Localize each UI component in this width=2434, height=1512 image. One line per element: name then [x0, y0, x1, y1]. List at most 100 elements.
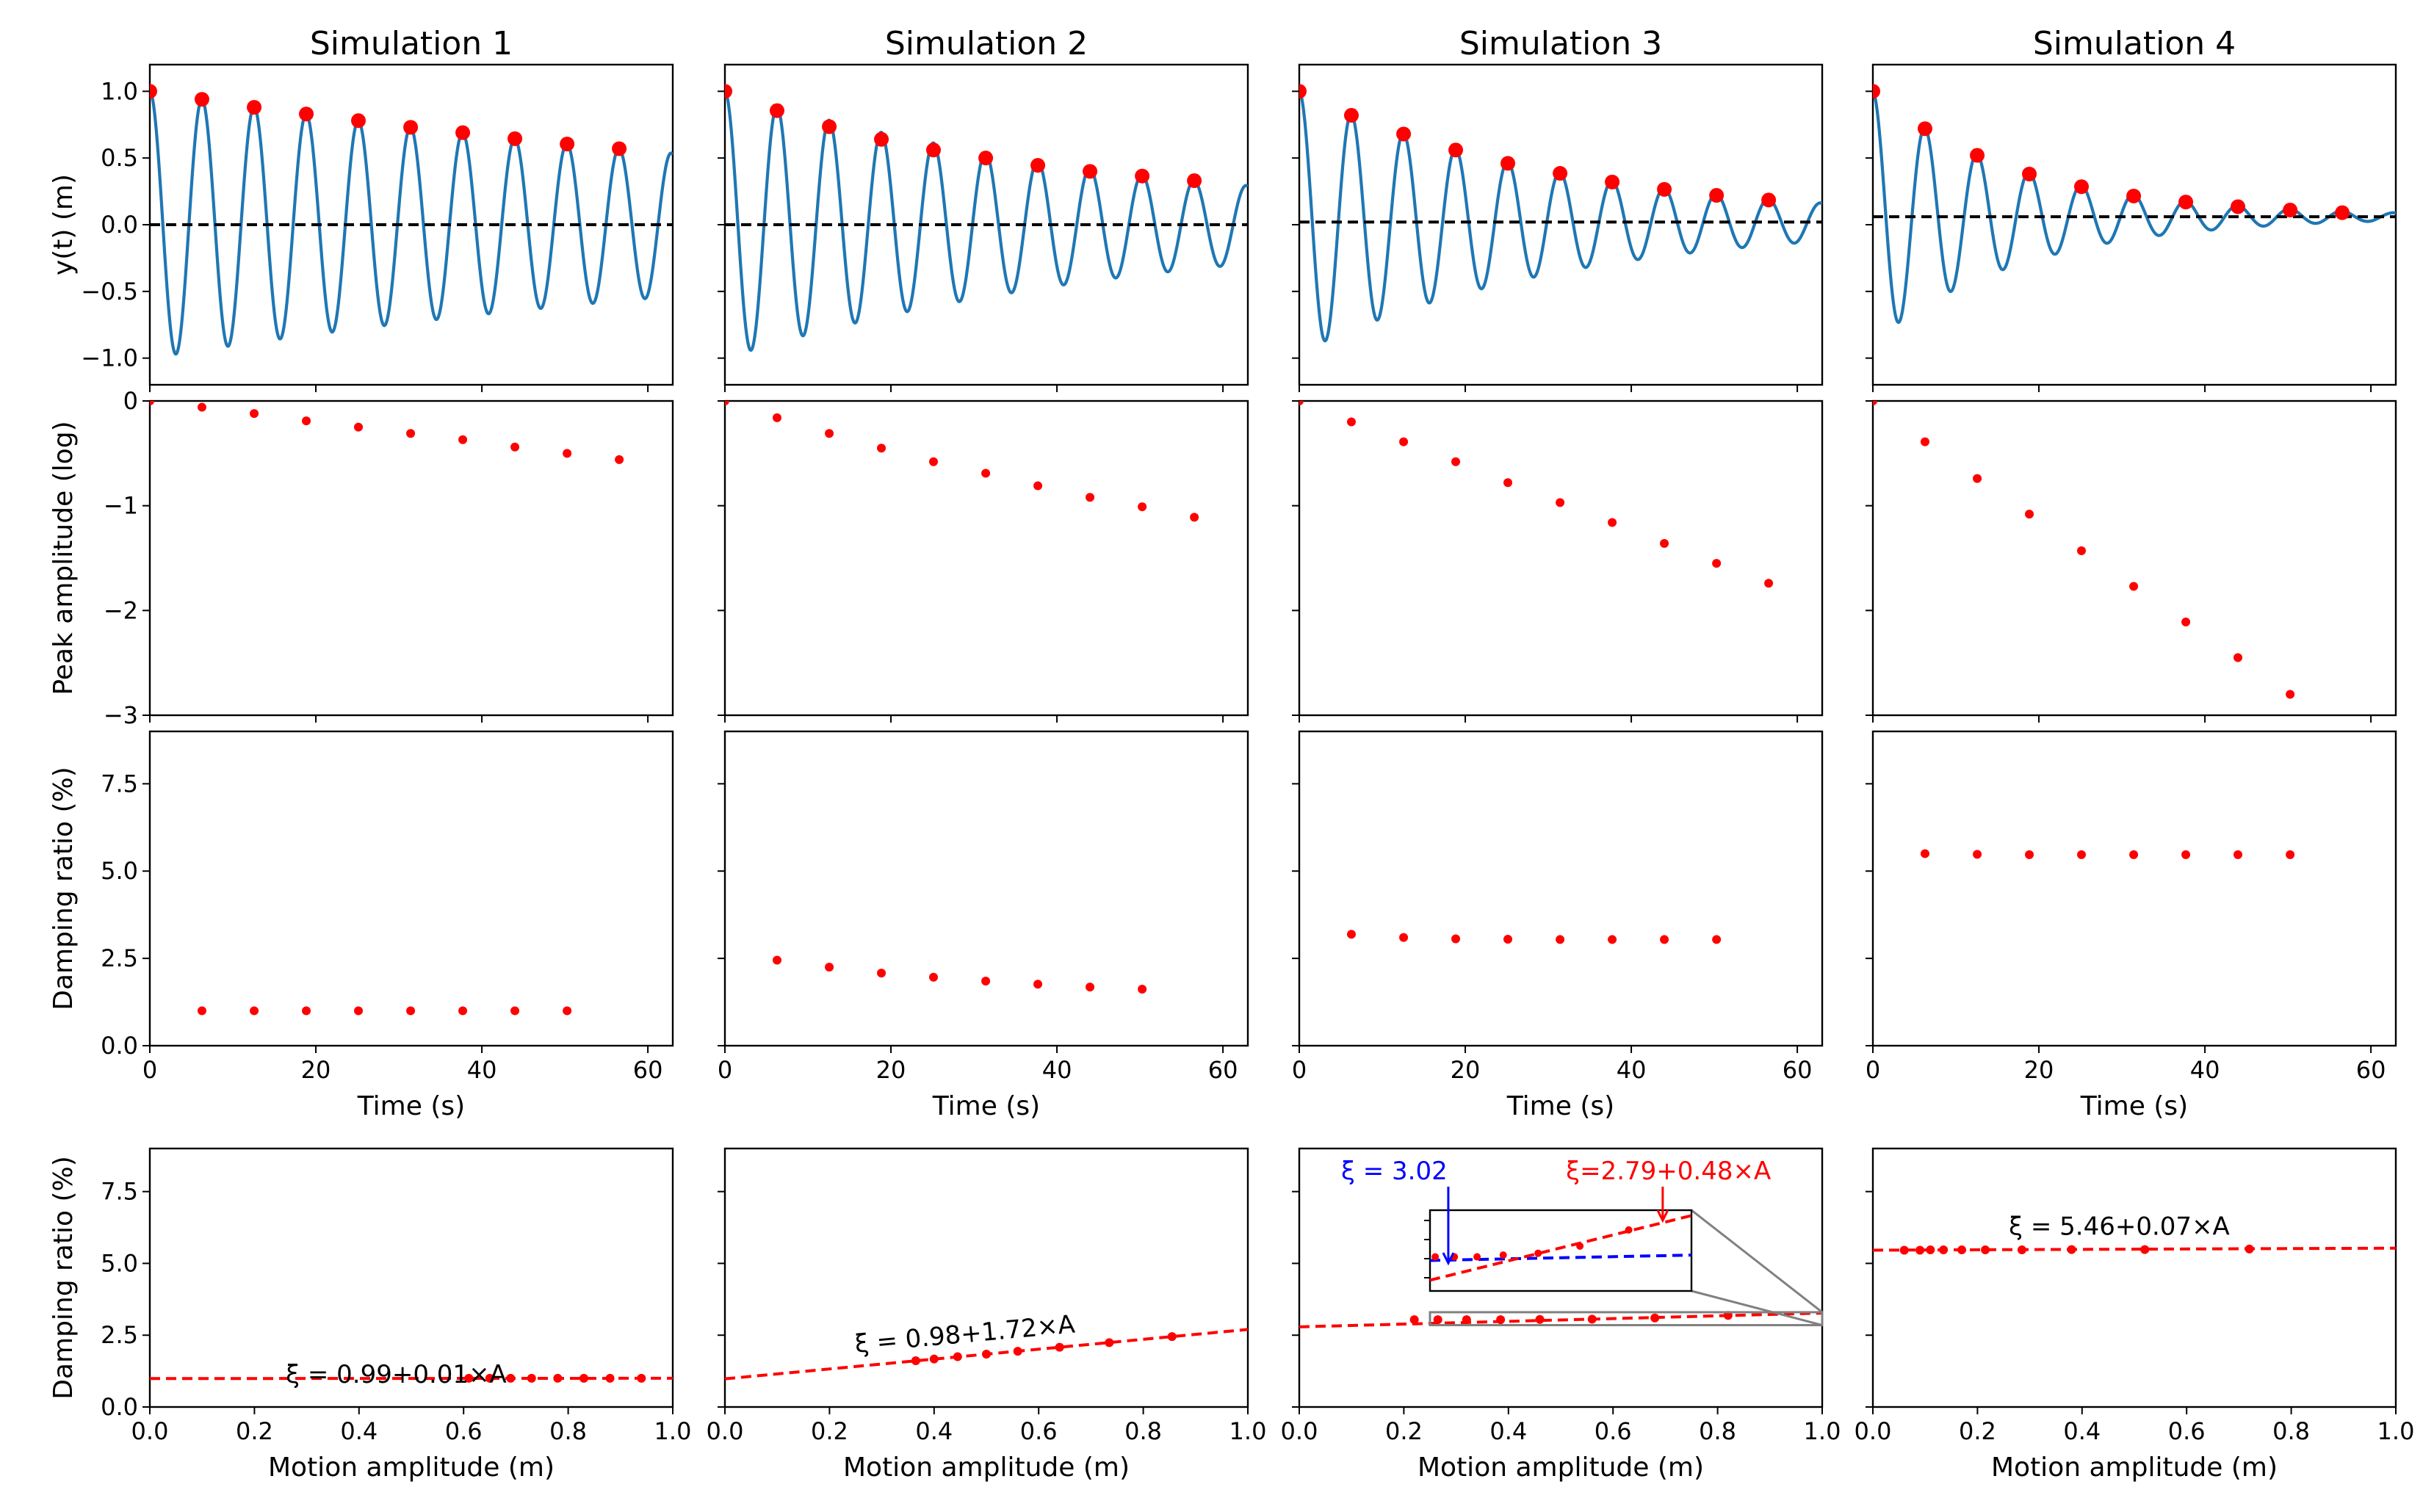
panel-title: Simulation 4	[2033, 25, 2236, 62]
x-tick-label: 40	[1042, 1056, 1072, 1084]
x-tick-label: 0.0	[1855, 1417, 1892, 1445]
damping-point	[1451, 934, 1461, 944]
peak-marker	[926, 142, 942, 158]
peak-marker	[2231, 199, 2246, 214]
damping-point	[2129, 850, 2139, 859]
y-tick-label: 0.5	[101, 144, 138, 172]
log-peak-point	[406, 429, 416, 438]
damping-amplitude-panel: 0.0 2.5 5.0 7.5 0.0 0.2 0.4 0.6 0.8 1.0 Motion amp…	[101, 1147, 692, 1483]
damping-point	[1138, 984, 1147, 994]
x-tick-label: 20	[2024, 1056, 2054, 1084]
damping-point	[2077, 850, 2087, 859]
peak-marker	[725, 84, 732, 99]
axes-frame	[1871, 730, 2397, 1047]
axes-frame	[148, 730, 674, 1047]
constant-fit-arrowhead	[1442, 1252, 1455, 1266]
axes-frame	[723, 1147, 1249, 1408]
log-peak-point	[1556, 498, 1565, 507]
zoom-connector	[1691, 1209, 1823, 1314]
zoom-connector	[1691, 1289, 1823, 1326]
linear-fit-line	[1872, 1246, 2397, 1252]
log-peak-panel	[1866, 399, 2397, 723]
damping-amp-point	[953, 1352, 962, 1361]
x-tick-label: 1.0	[654, 1417, 692, 1445]
x-tick-label: 0	[1866, 1056, 1880, 1084]
peak-marker	[455, 125, 471, 140]
inset-point	[1576, 1242, 1584, 1250]
damping-amp-point	[1433, 1315, 1442, 1325]
axes-frame	[1298, 730, 1824, 1047]
x-tick-label: 0.8	[1124, 1417, 1162, 1445]
damping-amplitude-panel: 0.0 0.2 0.4 0.6 0.8 1.0 Motion amplitude (m) ξ …	[707, 1147, 1266, 1483]
log-peak-point	[1299, 401, 1304, 405]
x-tick-label: 0.0	[1281, 1417, 1318, 1445]
x-axis-label: Motion amplitude (m)	[268, 1453, 555, 1483]
damping-point	[1086, 983, 1095, 992]
damping-point	[354, 1006, 364, 1016]
damping-point	[197, 1006, 206, 1016]
damping-amp-point	[1587, 1314, 1597, 1324]
peak-marker	[2283, 203, 2298, 218]
damping-amp-point	[1409, 1315, 1419, 1325]
axes-frame	[1298, 1147, 1824, 1408]
x-tick-label: 1.0	[2377, 1417, 2415, 1445]
axes-frame	[723, 730, 1249, 1047]
damping-amp-point	[605, 1373, 615, 1383]
y-tick-label: −0.5	[81, 278, 138, 305]
log-peak-point	[772, 413, 781, 422]
peak-marker	[822, 119, 837, 134]
damping-amp-point	[637, 1373, 646, 1383]
x-tick-label: 60	[2356, 1056, 2386, 1084]
x-axis-label: Motion amplitude (m)	[1418, 1453, 1704, 1483]
linear-fit-arrowhead	[1656, 1209, 1669, 1223]
damping-amp-point	[1535, 1314, 1545, 1324]
y-axis-label: Peak amplitude (log)	[48, 421, 79, 695]
x-tick-label: 0	[1292, 1056, 1307, 1084]
y-axis-label: Damping ratio (%)	[48, 1156, 79, 1400]
damping-amp-point	[911, 1356, 920, 1366]
log-peak-point	[981, 469, 991, 478]
x-tick-label: 0.4	[915, 1417, 953, 1445]
x-tick-label: 0.4	[2063, 1417, 2101, 1445]
peak-marker	[1873, 84, 1880, 99]
linear-fit-line	[1299, 1312, 1823, 1328]
log-peak-point	[2181, 618, 2191, 627]
log-peak-point	[1033, 481, 1043, 491]
fit-equation: ξ=2.79+0.48×A	[1566, 1157, 1771, 1186]
y-axis-label: y(t) (m)	[48, 174, 79, 275]
damping-amp-point	[2067, 1245, 2076, 1254]
damping-amp-point	[1939, 1245, 1949, 1255]
log-peak-point	[1346, 417, 1356, 427]
peak-marker	[2126, 188, 2142, 203]
log-peak-point	[1873, 401, 1877, 405]
log-peak-point	[458, 435, 468, 444]
peak-marker	[874, 131, 889, 147]
log-peak-point	[1451, 457, 1461, 466]
log-peak-point	[302, 416, 311, 426]
damping-point	[510, 1006, 520, 1016]
x-axis-label: Time (s)	[2080, 1091, 2188, 1121]
log-peak-point	[825, 429, 834, 438]
log-peak-point	[929, 457, 939, 466]
x-axis-label: Time (s)	[357, 1091, 465, 1121]
fit-equation: ξ = 5.46+0.07×A	[2009, 1212, 2230, 1241]
y-tick-label: −1	[104, 492, 138, 520]
peak-marker	[1135, 168, 1150, 184]
peak-marker	[150, 84, 157, 99]
peak-marker	[1605, 174, 1620, 189]
x-tick-label: 0.6	[2168, 1417, 2206, 1445]
peak-marker	[1709, 188, 1725, 203]
peak-marker	[1448, 142, 1464, 158]
damping-point	[250, 1006, 259, 1016]
log-peak-point	[725, 401, 729, 405]
peak-marker	[1396, 126, 1412, 142]
peak-marker	[351, 113, 366, 129]
damping-amp-point	[464, 1373, 474, 1383]
axes-frame	[1298, 63, 1824, 386]
y-tick-label: 0.0	[101, 211, 138, 239]
damping-point	[1033, 980, 1043, 989]
log-peak-point	[1503, 478, 1513, 488]
log-peak-panel	[718, 399, 1249, 723]
constant-fit-line	[1429, 1254, 1692, 1262]
